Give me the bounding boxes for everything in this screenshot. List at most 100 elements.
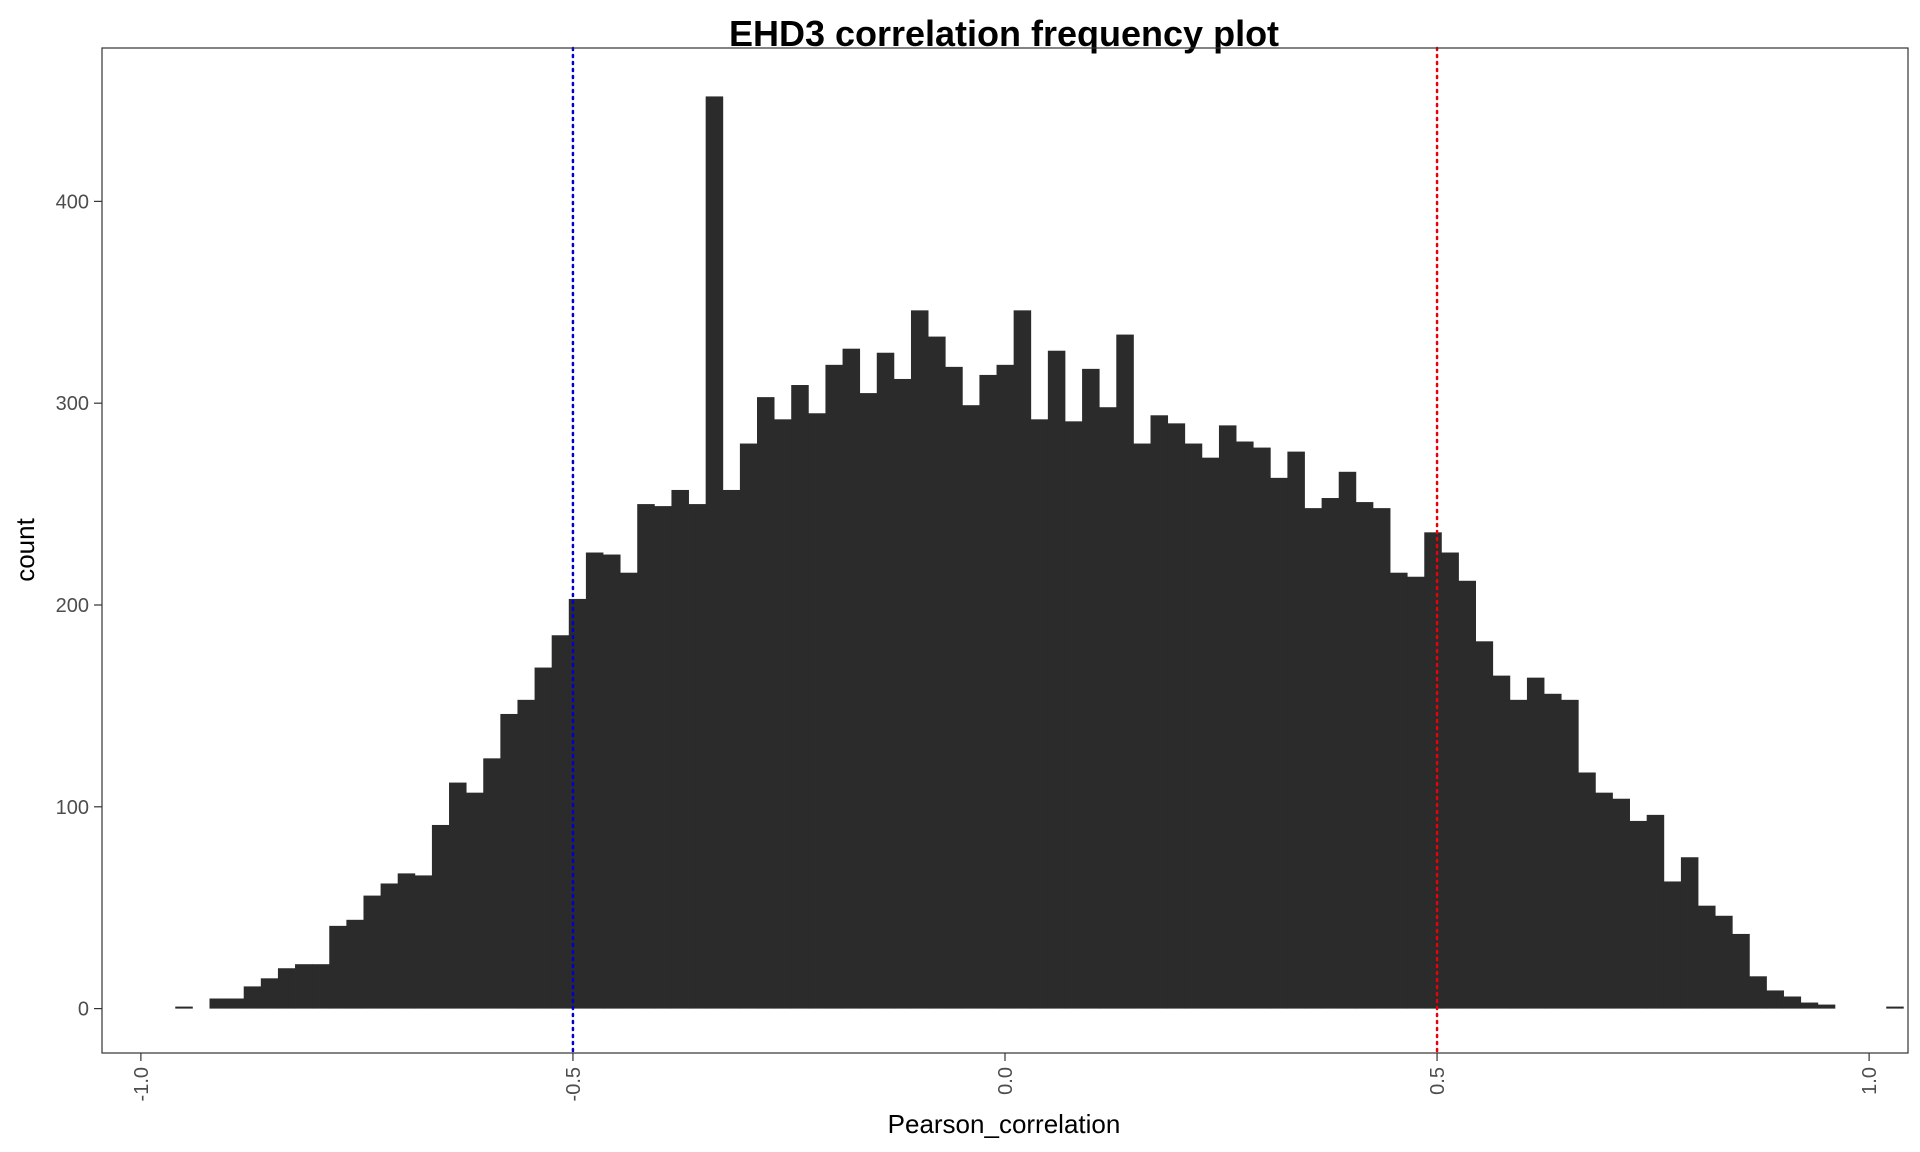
histogram-bar (1390, 572, 1408, 1009)
histogram-bar (910, 310, 929, 1009)
histogram-bar (1236, 441, 1254, 1009)
histogram-bar (329, 925, 347, 1009)
histogram-bar (705, 96, 724, 1009)
histogram-bar (1526, 677, 1545, 1009)
histogram-bar (1218, 425, 1237, 1009)
histogram-bar (1578, 772, 1596, 1009)
y-axis-title: count (10, 517, 40, 581)
histogram-bar (1082, 368, 1100, 1009)
histogram-bar (209, 998, 228, 1009)
histogram-bar (500, 713, 518, 1009)
histogram-bar (551, 635, 570, 1009)
histogram-bar (979, 374, 997, 1009)
histogram-bar (1698, 905, 1716, 1009)
histogram-bar (277, 968, 296, 1009)
histogram-bar (893, 378, 912, 1009)
histogram-bar (876, 352, 895, 1009)
histogram-bar (757, 397, 775, 1009)
histogram-bar (808, 413, 826, 1009)
histogram-bar (1475, 641, 1494, 1009)
histogram-bar (962, 405, 980, 1009)
histogram-bar (175, 1006, 193, 1009)
histogram-bar (1612, 798, 1630, 1009)
histogram-bar (414, 875, 433, 1009)
y-axis: 0 100 200 300 400 (56, 191, 102, 1021)
histogram-bar (517, 699, 535, 1009)
histogram-bar (534, 667, 553, 1009)
histogram-bar (945, 366, 963, 1009)
histogram-bar (1492, 675, 1511, 1009)
y-tick-label: 100 (56, 797, 89, 819)
histogram-bar (1133, 443, 1151, 1009)
histogram-bar (1167, 423, 1186, 1009)
histogram-bar (1749, 976, 1767, 1009)
histogram-bar (722, 489, 741, 1009)
histogram-bar (1783, 996, 1802, 1009)
histogram-bar (1099, 407, 1117, 1009)
histogram-bar (1150, 415, 1169, 1009)
histogram-bar (466, 792, 484, 1009)
x-tick-label: -1.0 (131, 1067, 153, 1101)
histogram-bar (637, 504, 655, 1009)
histogram-bar (1629, 820, 1648, 1009)
histogram-bar (1047, 350, 1066, 1009)
histogram-bar (1287, 451, 1305, 1009)
histogram-bar (1800, 1002, 1819, 1009)
histogram-bar (859, 393, 878, 1009)
histogram-bar (1184, 443, 1203, 1009)
histogram-bar (620, 572, 638, 1009)
histogram-bar (1732, 933, 1750, 1009)
histogram-bar (1270, 477, 1288, 1009)
histogram-bar (243, 986, 262, 1009)
histogram-bar (346, 919, 364, 1009)
y-tick-label: 300 (56, 393, 89, 415)
histogram-bar (1766, 990, 1784, 1009)
histogram-bar (1321, 498, 1340, 1009)
histogram-bar (688, 504, 707, 1009)
x-tick-label: 0.5 (1427, 1067, 1449, 1095)
histogram-bar (1013, 310, 1032, 1009)
histogram-bar (1338, 471, 1357, 1009)
histogram-bar (654, 506, 672, 1009)
histogram-bar (1407, 576, 1425, 1009)
histogram-bar (1817, 1004, 1836, 1009)
histogram-bar (1646, 814, 1665, 1009)
histogram-bar (774, 419, 792, 1009)
histogram-bar (791, 385, 809, 1009)
histogram-bar (1509, 699, 1528, 1009)
histogram-bar (1424, 532, 1442, 1009)
histogram-bar (1680, 857, 1699, 1009)
histogram-bar (1304, 508, 1323, 1009)
histogram-bar (1458, 580, 1476, 1009)
y-tick-label: 0 (78, 999, 89, 1021)
histogram-bar (397, 873, 416, 1009)
y-tick-label: 400 (56, 191, 89, 213)
histogram-bar (1886, 1006, 1904, 1009)
histogram-bar (483, 758, 501, 1009)
reference-lines (571, 46, 1439, 1055)
histogram-bars (175, 96, 1904, 1009)
x-tick-label: 0.0 (995, 1067, 1017, 1095)
histogram-bar (1663, 881, 1682, 1009)
histogram-bar (1201, 457, 1220, 1009)
histogram-bar (431, 824, 450, 1009)
histogram-bar (1561, 699, 1579, 1009)
histogram-bar (363, 895, 381, 1009)
histogram-bar (1595, 792, 1613, 1009)
histogram-bar (671, 489, 689, 1009)
chart-title: EHD3 correlation frequency plot (729, 13, 1279, 54)
histogram-bar (739, 443, 758, 1009)
histogram-bar (226, 998, 245, 1009)
histogram-bar (1355, 502, 1374, 1009)
histogram-bar (1441, 552, 1459, 1009)
histogram-bar (603, 554, 621, 1009)
histogram-bar (1064, 421, 1083, 1009)
x-tick-label: -0.5 (563, 1067, 585, 1101)
histogram-bar (449, 782, 467, 1009)
histogram-bar (825, 364, 843, 1009)
histogram-bar (1253, 447, 1271, 1009)
histogram-bar (295, 964, 313, 1009)
x-axis: -1.0 -0.5 0.0 0.5 1.0 (131, 1053, 1881, 1101)
histogram-bar (585, 552, 604, 1009)
